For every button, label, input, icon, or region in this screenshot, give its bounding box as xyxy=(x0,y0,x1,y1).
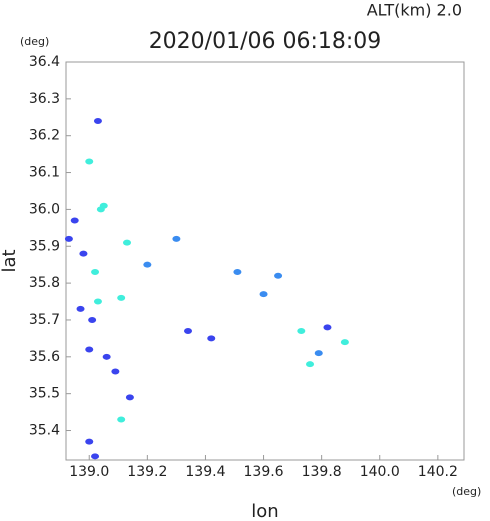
y-tick-label: 36.4 xyxy=(29,54,60,70)
x-tick-label: 140.0 xyxy=(360,464,400,480)
y-unit: (deg) xyxy=(20,35,49,48)
y-tick-label: 36.2 xyxy=(29,128,60,144)
echo xyxy=(143,261,152,268)
echo xyxy=(88,316,97,323)
echo xyxy=(184,328,193,335)
x-tick-label: 139.2 xyxy=(127,464,167,480)
echo xyxy=(85,346,94,353)
echo xyxy=(117,416,126,423)
y-tick-label: 36.3 xyxy=(29,91,60,107)
echo xyxy=(172,235,181,242)
echo xyxy=(117,294,126,301)
y-tick-label: 35.8 xyxy=(29,275,60,291)
echo xyxy=(233,269,242,276)
echo xyxy=(314,350,323,357)
chart-title: 2020/01/06 06:18:09 xyxy=(149,29,382,54)
y-tick-label: 35.5 xyxy=(29,386,60,402)
echo xyxy=(102,353,111,360)
y-tick-label: 35.9 xyxy=(29,238,60,254)
echo xyxy=(306,361,315,368)
echo xyxy=(111,368,120,375)
echo xyxy=(297,328,306,335)
altitude-label: ALT(km) 2.0 xyxy=(367,1,462,20)
y-tick-label: 35.4 xyxy=(29,423,60,439)
x-tick-label: 139.6 xyxy=(244,464,284,480)
echo xyxy=(323,324,332,331)
y-tick-label: 35.6 xyxy=(29,349,60,365)
echo xyxy=(93,298,102,305)
echo xyxy=(93,117,102,124)
x-axis-label: lon xyxy=(251,501,278,521)
x-unit: (deg) xyxy=(452,485,481,498)
echo xyxy=(91,453,100,460)
echo xyxy=(207,335,216,342)
x-tick-label: 139.0 xyxy=(69,464,109,480)
echo xyxy=(274,272,283,279)
echo xyxy=(340,339,349,346)
echo xyxy=(259,291,268,298)
y-tick-label: 36.0 xyxy=(29,201,60,217)
echo xyxy=(123,239,132,246)
echo xyxy=(76,305,85,312)
echo xyxy=(96,206,105,213)
y-tick-label: 35.7 xyxy=(29,312,60,328)
echo xyxy=(85,158,94,165)
echo xyxy=(70,217,79,224)
x-tick-label: 139.8 xyxy=(302,464,342,480)
echo xyxy=(64,235,73,242)
y-tick-label: 36.1 xyxy=(29,165,60,181)
y-axis-label: lat xyxy=(0,249,20,272)
echo xyxy=(91,269,100,276)
x-tick-label: 139.4 xyxy=(185,464,225,480)
echo xyxy=(79,250,88,257)
echo xyxy=(85,438,94,445)
x-tick-label: 140.2 xyxy=(418,464,458,480)
plot-frame xyxy=(65,61,465,461)
echo xyxy=(125,394,134,401)
